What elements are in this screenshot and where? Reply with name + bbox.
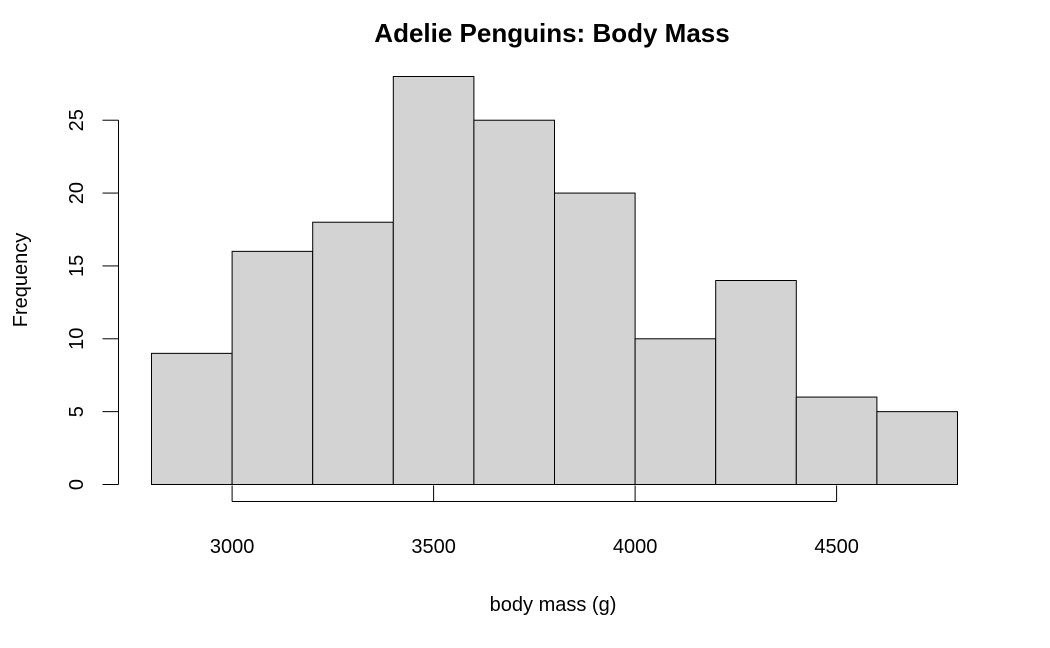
- x-axis-label: body mass (g): [490, 594, 617, 616]
- histogram-bar: [554, 192, 636, 485]
- histogram-bar: [231, 250, 314, 485]
- x-axis: 3000 3500 4000 4500: [210, 485, 859, 558]
- histogram-bar: [312, 221, 394, 485]
- chart-title: Adelie Penguins: Body Mass: [374, 18, 729, 48]
- bars-group: [151, 76, 959, 486]
- x-tick-label: 4000: [613, 536, 658, 558]
- y-tick-label: 5: [66, 406, 88, 417]
- y-tick-label: 20: [66, 182, 88, 204]
- y-tick-label: 15: [66, 255, 88, 277]
- histogram-bar: [715, 280, 797, 485]
- x-tick-label: 3500: [411, 536, 456, 558]
- histogram-bar: [634, 338, 717, 485]
- histogram-bar: [151, 352, 233, 485]
- y-tick-label: 0: [66, 479, 88, 490]
- histogram-bar: [876, 411, 959, 485]
- y-axis-label: Frequency: [10, 233, 32, 328]
- x-tick-label: 3000: [210, 536, 255, 558]
- y-tick-label: 10: [66, 328, 88, 350]
- y-tick-label: 25: [66, 109, 88, 131]
- y-axis: 0 5 10 15 20 25: [66, 109, 119, 490]
- histogram-bar: [392, 76, 475, 485]
- histogram-bar: [473, 119, 555, 485]
- x-tick-label: 4500: [814, 536, 859, 558]
- histogram-bar: [795, 396, 878, 486]
